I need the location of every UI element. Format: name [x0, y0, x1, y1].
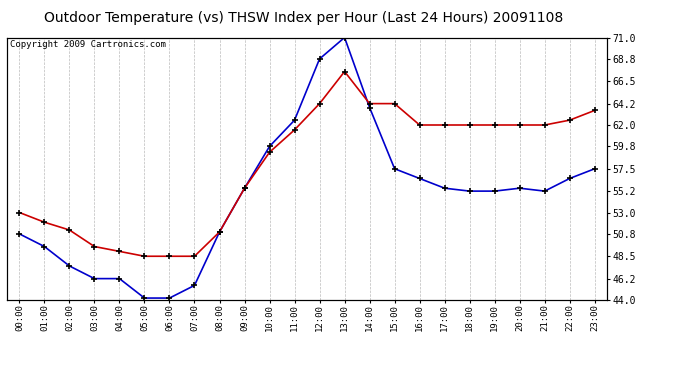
Text: Copyright 2009 Cartronics.com: Copyright 2009 Cartronics.com [10, 40, 166, 49]
Text: Outdoor Temperature (vs) THSW Index per Hour (Last 24 Hours) 20091108: Outdoor Temperature (vs) THSW Index per … [44, 11, 563, 25]
